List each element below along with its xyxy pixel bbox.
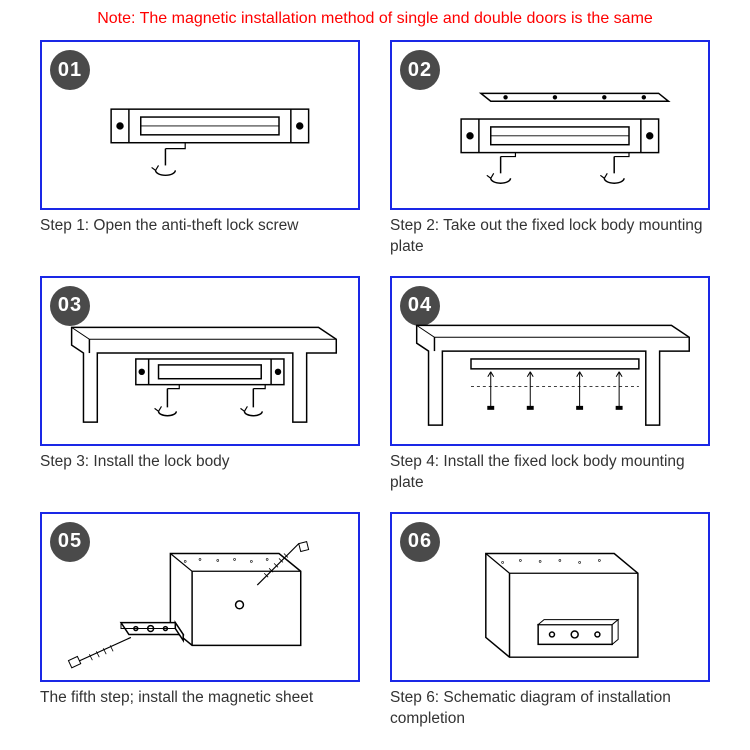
step-diagram-05 [42, 514, 358, 682]
step-caption-05: The fifth step; install the magnetic she… [40, 688, 360, 709]
step-panel-01: 01 [40, 40, 360, 210]
step-cell-05: 05 [40, 512, 360, 730]
step-panel-03: 03 [40, 276, 360, 446]
step-cell-04: 04 [390, 276, 710, 494]
steps-grid: 01 Step 1: Open [40, 40, 710, 730]
top-note: Note: The magnetic installation method o… [40, 10, 710, 28]
step-caption-06: Step 6: Schematic diagram of installatio… [390, 688, 710, 730]
step-panel-04: 04 [390, 276, 710, 446]
step-diagram-04 [392, 278, 708, 446]
step-cell-02: 02 [390, 40, 710, 258]
step-panel-06: 06 [390, 512, 710, 682]
step-panel-05: 05 [40, 512, 360, 682]
step-diagram-03 [42, 278, 358, 446]
step-diagram-02 [392, 42, 708, 210]
step-cell-01: 01 Step 1: Open [40, 40, 360, 258]
step-cell-06: 06 [390, 512, 710, 730]
step-caption-02: Step 2: Take out the fixed lock body mou… [390, 216, 710, 258]
step-caption-03: Step 3: Install the lock body [40, 452, 360, 473]
step-diagram-01 [42, 42, 358, 210]
step-caption-01: Step 1: Open the anti-theft lock screw [40, 216, 360, 237]
step-panel-02: 02 [390, 40, 710, 210]
step-diagram-06 [392, 514, 708, 682]
step-cell-03: 03 [40, 276, 360, 494]
step-caption-04: Step 4: Install the fixed lock body moun… [390, 452, 710, 494]
